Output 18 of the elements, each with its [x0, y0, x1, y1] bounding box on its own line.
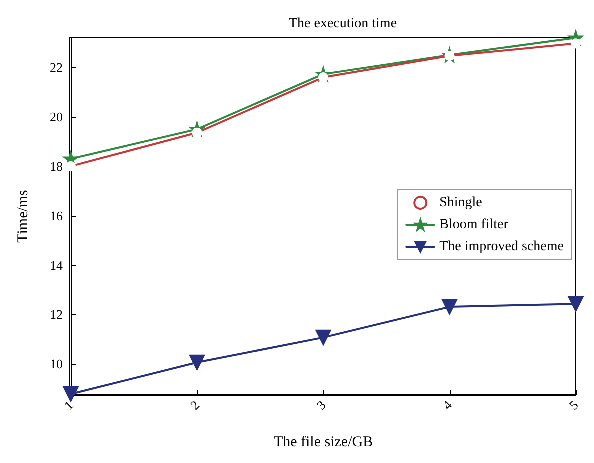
chart-title: The execution time — [288, 16, 398, 32]
y-tick-label: 12 — [50, 307, 63, 322]
legend-label: Bloom filter — [440, 218, 509, 232]
y-tick-label: 22 — [50, 60, 63, 76]
y-tick-label: 10 — [50, 356, 63, 372]
x-tick-label: 5 — [566, 398, 582, 413]
y-tick-label: 20 — [50, 110, 63, 125]
x-tick-label: 2 — [187, 398, 203, 413]
x-tick-label: 1 — [61, 398, 76, 413]
legend-label: Shingle — [440, 196, 482, 210]
y-tick-label: 14 — [50, 258, 64, 273]
x-tick-label: 4 — [440, 397, 456, 413]
y-tick-label: 16 — [50, 208, 64, 224]
x-axis-title: The file size/GB — [274, 434, 374, 450]
legend-label: The improved scheme — [440, 240, 564, 254]
y-tick-label: 18 — [50, 158, 63, 174]
x-tick-label: 3 — [314, 398, 329, 413]
y-axis-title: Time/ms — [16, 190, 32, 243]
